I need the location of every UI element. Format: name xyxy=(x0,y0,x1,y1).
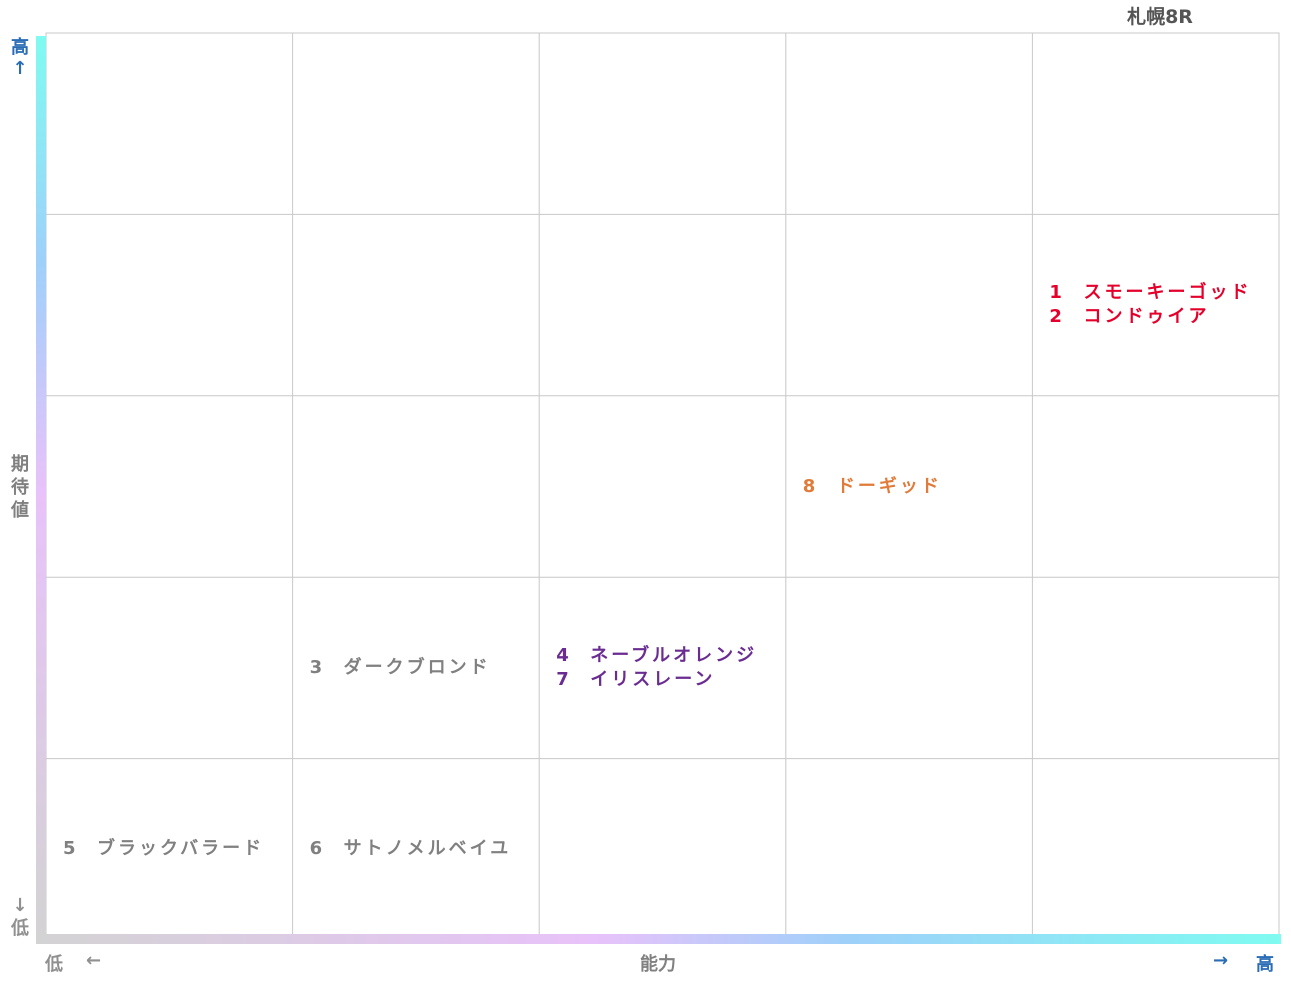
x-axis-high-label: 高 xyxy=(1256,954,1274,975)
horse-label-5: 5 ブラックバラード xyxy=(63,838,265,860)
y-axis-label-char-3: 値 xyxy=(11,500,29,521)
horse-label-1: 1 スモーキーゴッド xyxy=(1049,282,1252,304)
horse-label-8: 8 ドーギッド xyxy=(802,475,942,497)
y-axis-label-char-2: 待 xyxy=(11,477,29,498)
x-axis-high-arrow-icon: → xyxy=(1213,950,1229,971)
x-axis-bar xyxy=(36,934,1281,944)
horse-label-2: 2 コンドゥイア xyxy=(1049,306,1210,328)
y-axis-high-label: 高 xyxy=(11,37,29,58)
horse-label-6: 6 サトノメルベイユ xyxy=(309,838,512,860)
y-axis-bar xyxy=(36,36,46,942)
grid xyxy=(45,32,1280,941)
horse-label-7: 7 イリスレーン xyxy=(556,668,716,690)
chart-title: 札幌8R xyxy=(1127,6,1193,28)
x-axis-label: 能力 xyxy=(640,954,676,975)
x-axis-low-label: 低 xyxy=(45,954,63,975)
y-axis-high-arrow-icon: ↑ xyxy=(12,58,28,79)
y-axis-low-label: 低 xyxy=(11,918,29,939)
horse-label-3: 3 ダークブロンド xyxy=(309,656,491,678)
x-axis-low-arrow-icon: ← xyxy=(86,950,102,971)
y-axis-low-arrow-icon: ↓ xyxy=(12,895,28,916)
horse-label-4: 4 ネーブルオレンジ xyxy=(556,644,758,666)
y-axis-label-char-1: 期 xyxy=(11,454,29,475)
grid-border xyxy=(45,32,1280,941)
